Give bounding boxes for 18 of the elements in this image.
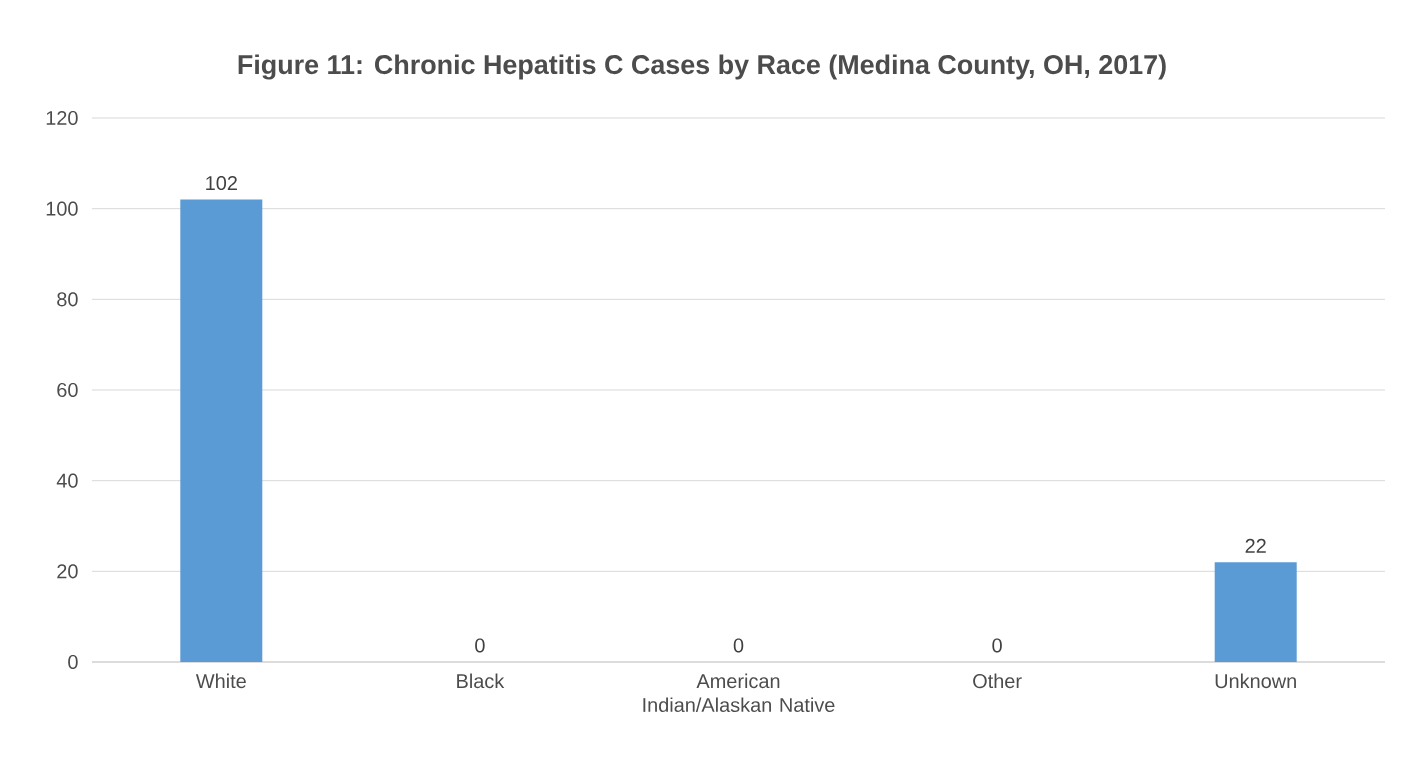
x-tick-label: White (195, 673, 246, 689)
y-tick-label: 100 (46, 201, 78, 216)
x-tick-label: American Indian/Alaskan Native (643, 673, 835, 713)
x-tick-label: Unknown (1215, 673, 1296, 689)
data-label: 0 (733, 638, 744, 653)
y-tick-label: 40 (56, 473, 78, 488)
y-tick-label: 60 (57, 382, 78, 398)
x-tick-label: Other (973, 673, 1022, 689)
y-tick-label: 0 (68, 654, 78, 670)
data-label: 22 (1245, 538, 1266, 553)
y-tick-label: 20 (57, 564, 78, 579)
x-tick-label: Black (457, 673, 505, 689)
y-tick-label: 80 (57, 292, 78, 307)
data-label: 0 (475, 638, 485, 653)
chart-title: Figure 11: Chronic Hepatitis C Cases by Race (Medina County, OH, 2017) (238, 54, 1166, 80)
data-label: 102 (206, 175, 237, 191)
data-label: 0 (992, 638, 1002, 653)
y-tick-label: 120 (46, 110, 78, 126)
